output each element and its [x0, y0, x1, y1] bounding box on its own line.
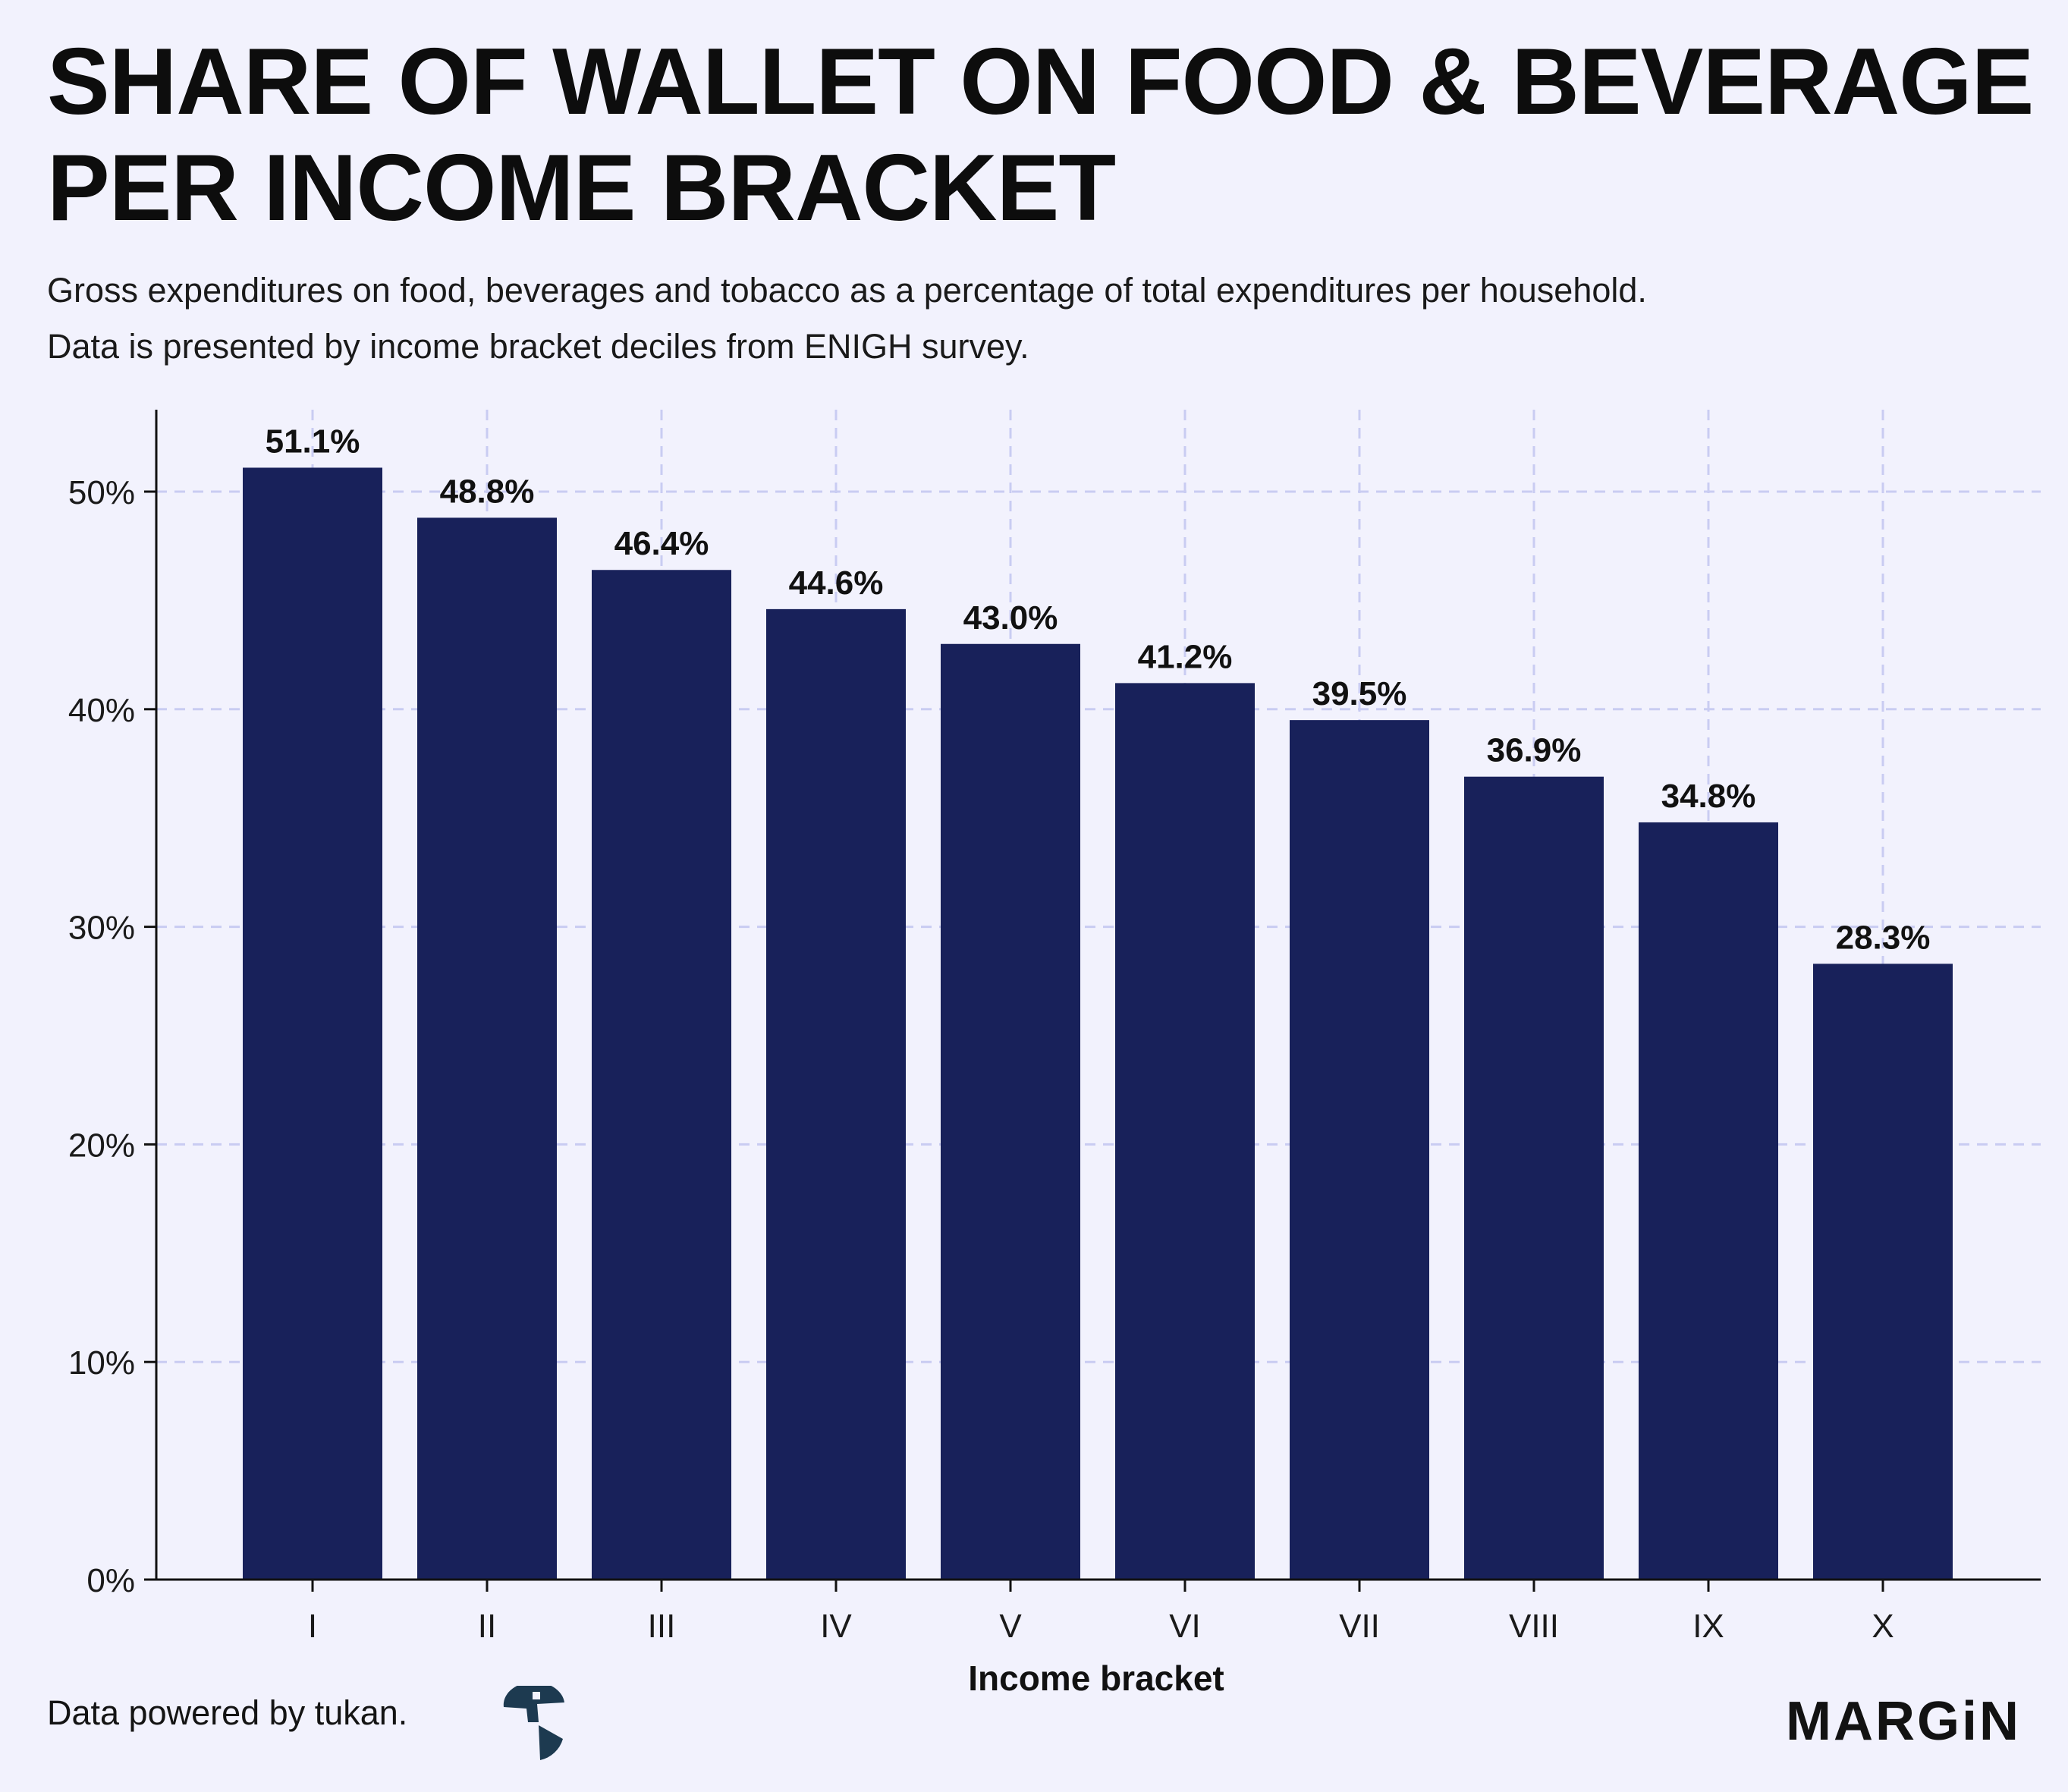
- bar-iv: [766, 608, 906, 1580]
- y-axis-tick-label: 40%: [68, 692, 135, 729]
- chart-title: SHARE OF WALLET ON FOOD & BEVERAGE PER I…: [47, 29, 2035, 241]
- bar-vii: [1290, 720, 1429, 1580]
- bar-value-labels: 51.1% 48.8% 46.4% 44.6% 43.0% 41.2% 39.5% 36.9%…: [266, 423, 1931, 956]
- y-axis-tick-label: 0%: [86, 1562, 135, 1599]
- x-axis-tick-label: VI: [1169, 1608, 1201, 1645]
- margin-brand-logo: MARGiN: [1786, 1691, 2021, 1752]
- bar-ii: [417, 517, 557, 1580]
- bar-value-label: 39.5%: [1312, 675, 1407, 712]
- x-axis-tick-label: X: [1872, 1608, 1894, 1645]
- bar-v: [941, 643, 1080, 1580]
- bar-iii: [592, 570, 731, 1580]
- y-axis-tick-label: 30%: [68, 910, 135, 947]
- bar-value-label: 28.3%: [1836, 919, 1931, 956]
- x-axis-tick-label: VIII: [1509, 1608, 1559, 1645]
- bar-value-label: 43.0%: [963, 599, 1058, 637]
- chart-subtitle-line-2: Data is presented by income bracket deci…: [47, 327, 1029, 366]
- x-axis-title: Income bracket: [968, 1658, 1224, 1698]
- bar-vi: [1115, 683, 1255, 1580]
- y-axis-tick-label: 10%: [68, 1344, 135, 1382]
- bar-value-label: 36.9%: [1487, 732, 1582, 769]
- chart-subtitle: Gross expenditures on food, beverages an…: [47, 263, 2035, 375]
- chart-title-line-1: SHARE OF WALLET ON FOOD & BEVERAGE: [47, 30, 2034, 134]
- chart-subtitle-line-1: Gross expenditures on food, beverages an…: [47, 271, 1647, 310]
- x-axis-tick-label: VII: [1339, 1608, 1380, 1645]
- bar-value-label: 34.8%: [1661, 778, 1756, 815]
- bar-viii: [1464, 776, 1604, 1580]
- x-axis-tick-label: IV: [820, 1608, 852, 1645]
- bar-value-label: 44.6%: [789, 564, 884, 602]
- y-axis-tick-label: 50%: [68, 474, 135, 511]
- bar-i: [243, 467, 382, 1580]
- x-axis-tick-labels: I II III IV V VI VII VIII IX X: [308, 1580, 1894, 1645]
- data-source-note: Data powered by tukan.: [47, 1693, 408, 1732]
- y-axis-tick-labels: 0% 10% 20% 30% 40% 50%: [68, 474, 156, 1599]
- x-axis-tick-label: II: [478, 1608, 496, 1645]
- x-axis-tick-label: V: [999, 1608, 1022, 1645]
- x-axis-tick-label: III: [648, 1608, 676, 1645]
- y-axis-tick-label: 20%: [68, 1127, 135, 1164]
- bar-x: [1813, 964, 1953, 1580]
- bar-value-label: 48.8%: [440, 473, 535, 510]
- bars: [243, 467, 1953, 1580]
- axes: [155, 410, 2041, 1581]
- bar-value-label: 51.1%: [266, 423, 360, 460]
- bar-ix: [1639, 822, 1778, 1580]
- x-axis-tick-label: I: [308, 1608, 317, 1645]
- chart-title-line-2: PER INCOME BRACKET: [47, 136, 1116, 241]
- tukan-logo-icon: [503, 1686, 564, 1760]
- bar-value-label: 41.2%: [1138, 638, 1233, 675]
- x-axis-tick-label: IX: [1692, 1608, 1724, 1645]
- bar-value-label: 46.4%: [614, 525, 709, 562]
